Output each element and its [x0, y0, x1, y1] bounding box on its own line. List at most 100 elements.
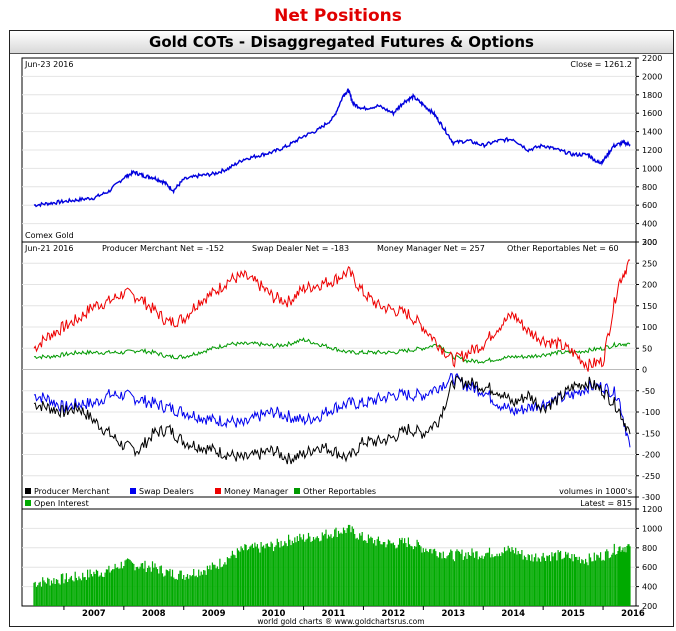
oi-bar — [156, 569, 159, 606]
oi-bar — [69, 577, 71, 606]
oi-bar — [189, 575, 191, 606]
oi-bar — [175, 578, 177, 606]
oi-bar — [42, 577, 44, 606]
oi-bar — [123, 566, 125, 606]
oi-bar — [481, 555, 483, 606]
oi-latest-label: Latest = 815 — [580, 499, 632, 508]
oi-bar — [218, 568, 220, 606]
oi-bar — [380, 544, 382, 606]
oi-bar — [531, 554, 533, 606]
oi-bar — [512, 550, 514, 606]
oi-bar — [289, 539, 291, 606]
oi-bar — [344, 530, 346, 606]
oi-bar — [88, 577, 90, 606]
oi-bar — [570, 558, 572, 606]
oi-bar — [392, 542, 394, 606]
oi-bar — [597, 555, 599, 606]
oi-bar — [341, 533, 343, 606]
oi-bar — [441, 558, 443, 606]
oi-bar — [395, 548, 397, 606]
oi-bar — [54, 584, 56, 606]
price-tick-label: 200 — [642, 238, 657, 247]
oi-bar — [367, 534, 369, 606]
oi-bar — [143, 568, 145, 606]
oi-bar — [545, 561, 547, 606]
oi-bar — [601, 560, 603, 606]
oi-bar — [92, 576, 94, 606]
oi-bar — [518, 553, 520, 606]
oi-bar — [491, 554, 493, 606]
oi-bar — [186, 574, 189, 606]
oi-bar — [270, 541, 272, 606]
oi-bar — [260, 542, 262, 606]
oi-bar — [154, 563, 156, 606]
oi-bar — [375, 545, 377, 606]
oi-bar — [199, 575, 201, 606]
net-readout: Money Manager Net = 257 — [377, 244, 485, 253]
oi-bar — [495, 556, 497, 606]
oi-bar — [244, 544, 246, 606]
oi-bar — [213, 564, 215, 606]
oi-bar — [193, 569, 195, 606]
price-tick-label: 1400 — [642, 128, 662, 137]
oi-tick-label: 1000 — [642, 524, 662, 533]
oi-tick-label: 600 — [642, 563, 657, 572]
oi-bar — [598, 557, 600, 606]
net-readout: Producer Merchant Net = -152 — [102, 244, 224, 253]
oi-bar — [65, 573, 67, 606]
oi-bar — [159, 566, 161, 606]
oi-bar — [596, 554, 598, 606]
oi-bar — [359, 533, 361, 606]
oi-bar — [490, 557, 492, 606]
price-tick-label: 800 — [642, 183, 657, 192]
oi-bar — [48, 578, 50, 606]
oi-bar — [142, 563, 144, 606]
oi-bar — [361, 532, 363, 606]
oi-bar — [50, 580, 53, 606]
oi-bar — [527, 554, 529, 606]
oi-bar — [442, 551, 444, 606]
oi-bar — [259, 552, 261, 606]
oi-bar — [536, 561, 538, 606]
oi-bar — [306, 538, 308, 606]
oi-bar — [381, 544, 383, 606]
oi-bar — [245, 544, 247, 606]
oi-bar — [576, 556, 578, 606]
oi-bar — [492, 557, 494, 606]
oi-bar — [410, 545, 412, 606]
oi-bar — [624, 547, 626, 606]
oi-bar — [63, 583, 65, 606]
oi-bar — [133, 564, 135, 606]
oi-bar — [561, 559, 563, 606]
oi-bar — [40, 586, 43, 606]
oi-bar — [547, 556, 549, 606]
oi-bar — [301, 539, 303, 606]
oi-bar — [312, 537, 315, 606]
oi-bar — [620, 551, 622, 606]
oi-bar — [516, 554, 518, 606]
oi-bar — [226, 557, 228, 606]
oi-bar — [558, 552, 560, 606]
oi-bar — [497, 556, 499, 606]
oi-bar — [219, 558, 221, 606]
oi-bar — [553, 553, 555, 606]
oi-bar — [104, 572, 106, 606]
oi-bar — [196, 577, 199, 606]
oi-bar — [68, 579, 70, 606]
oi-bar — [191, 575, 194, 606]
oi-bar — [279, 547, 281, 606]
oi-bar — [78, 576, 80, 606]
oi-bar — [626, 546, 628, 606]
oi-bar — [538, 558, 540, 606]
oi-tick-label: 400 — [642, 583, 657, 592]
oi-bar — [506, 550, 508, 606]
oi-bar — [439, 552, 441, 606]
oi-bar — [409, 544, 411, 606]
oi-bar — [74, 571, 76, 606]
oi-bar — [537, 557, 539, 606]
oi-bar — [118, 568, 120, 606]
oi-bar — [223, 564, 225, 606]
oi-bar — [526, 560, 528, 606]
oi-bar — [478, 556, 481, 606]
oi-bar — [204, 570, 206, 606]
